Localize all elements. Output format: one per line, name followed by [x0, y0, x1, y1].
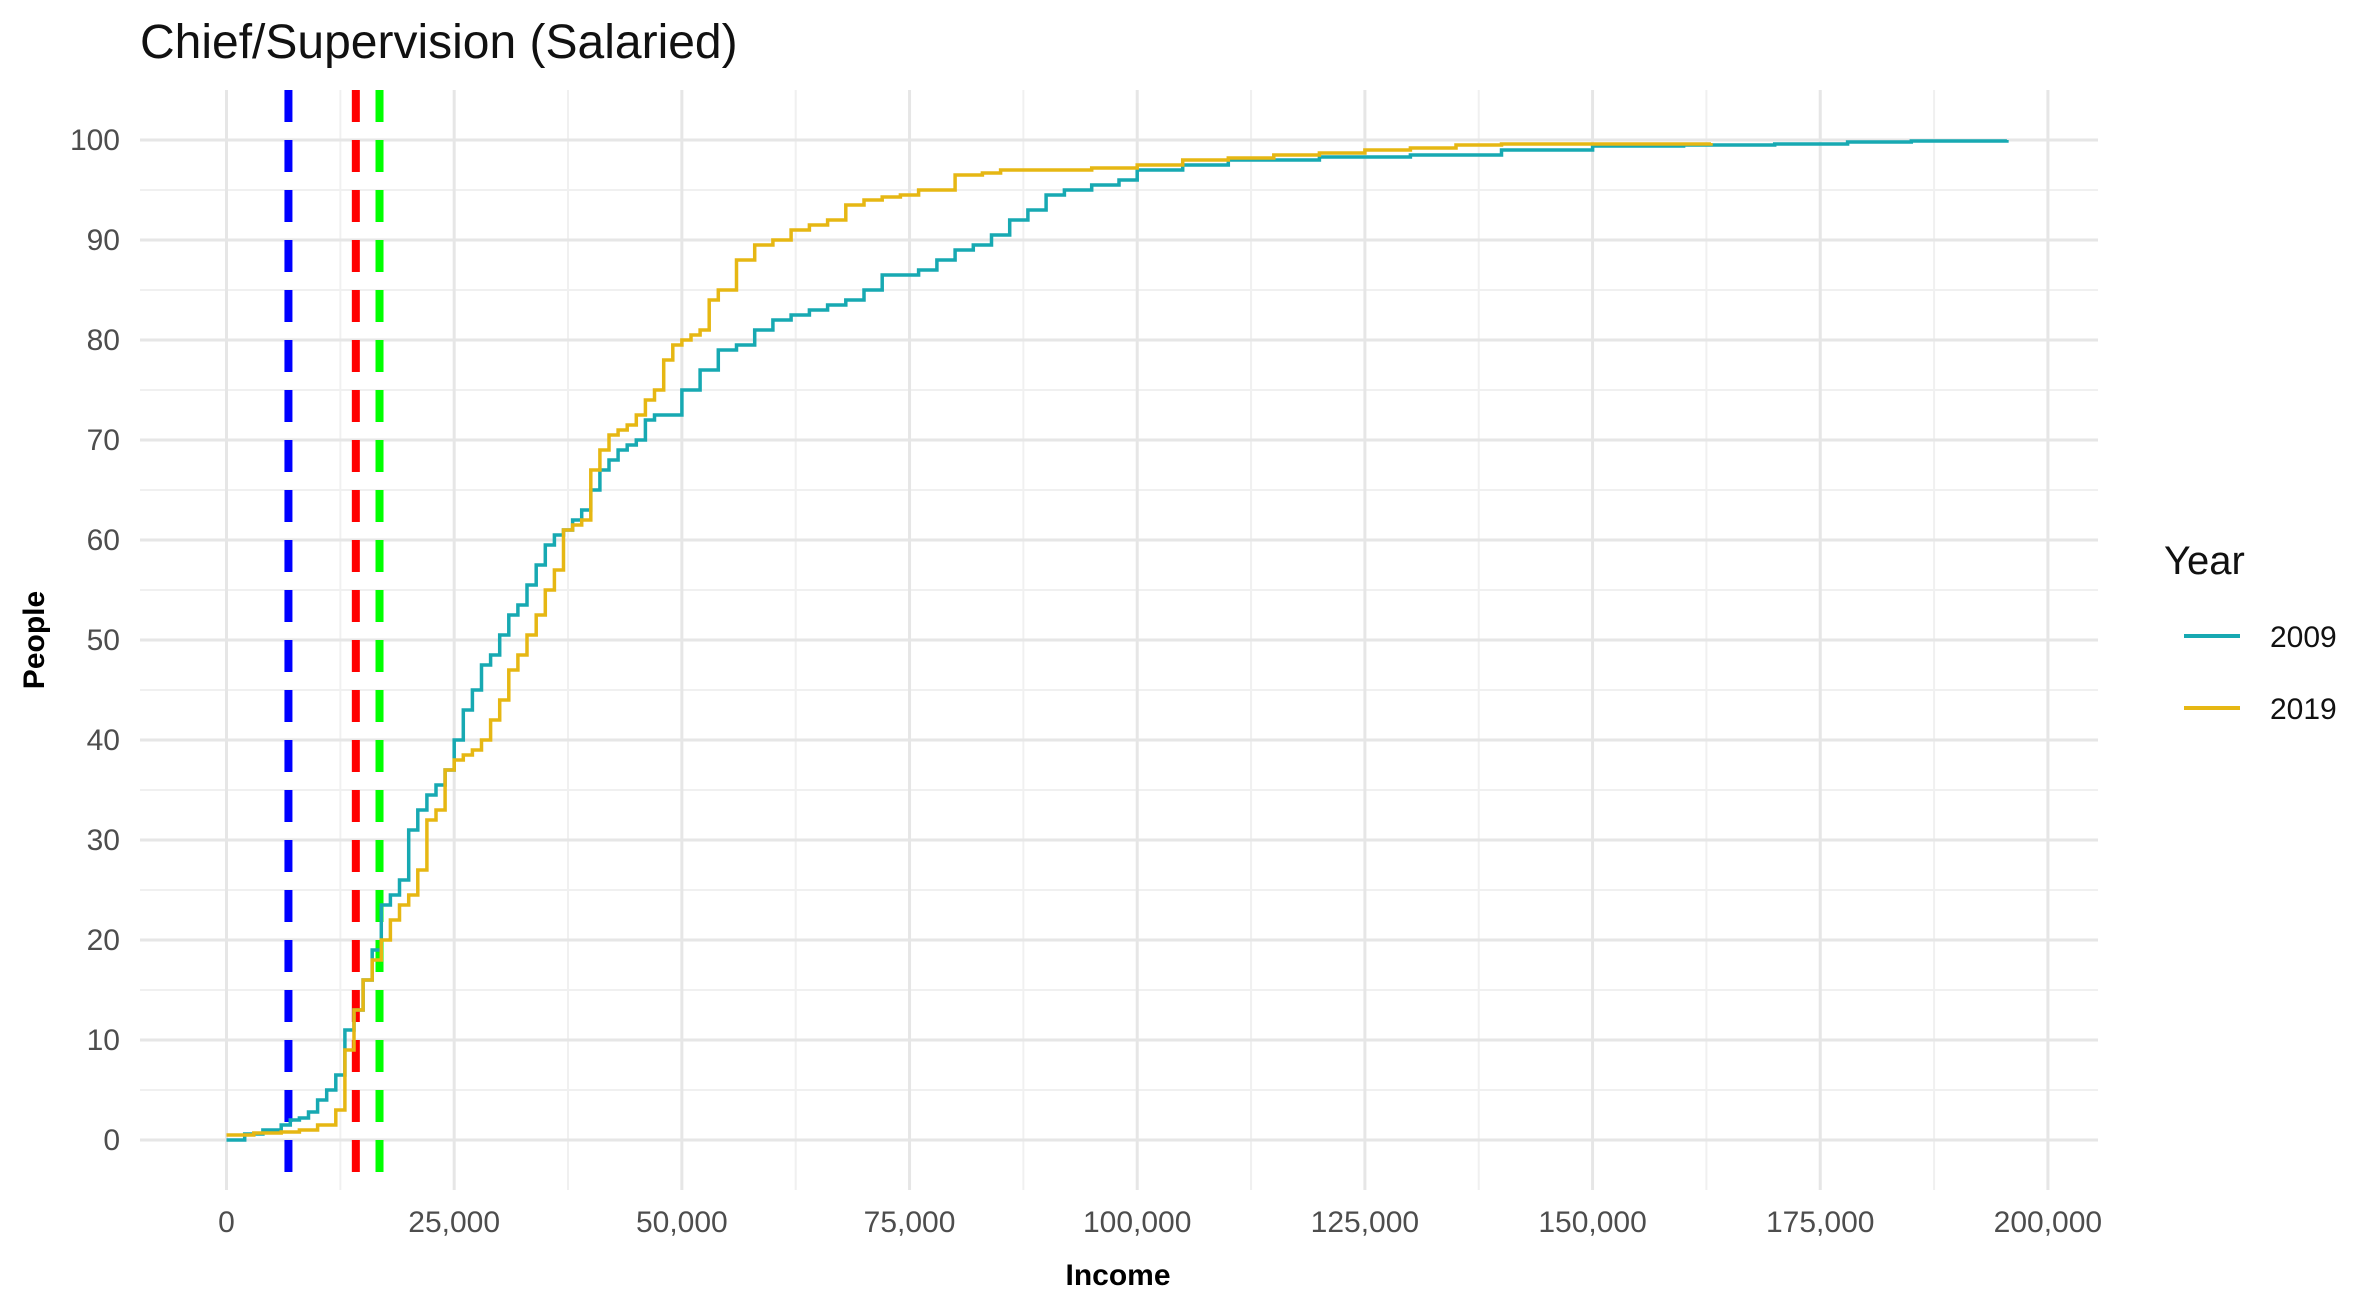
y-tick-label: 80 [87, 324, 120, 357]
x-axis-tick-labels: 0 25,000 50,000 75,000 100,000 125,000 150,000… [218, 1206, 2102, 1239]
x-tick-label: 100,000 [1083, 1206, 1191, 1239]
x-tick-label: 175,000 [1766, 1206, 1874, 1239]
x-tick-label: 150,000 [1538, 1206, 1646, 1239]
x-tick-label: 25,000 [408, 1206, 500, 1239]
chart-title: Chief/Supervision (Salaried) [140, 16, 738, 69]
y-tick-label: 90 [87, 224, 120, 257]
y-tick-label: 30 [87, 824, 120, 857]
x-tick-label: 75,000 [864, 1206, 956, 1239]
x-tick-label: 125,000 [1311, 1206, 1419, 1239]
y-tick-label: 100 [70, 124, 120, 157]
y-tick-label: 70 [87, 424, 120, 457]
x-axis-title: Income [1065, 1259, 1170, 1292]
y-tick-label: 50 [87, 624, 120, 657]
reference-lines [284, 90, 384, 1190]
x-tick-label: 200,000 [1994, 1206, 2102, 1239]
x-tick-label: 50,000 [636, 1206, 728, 1239]
y-tick-label: 0 [103, 1124, 120, 1157]
legend: Year 2009 2019 [2164, 539, 2337, 726]
y-tick-label: 20 [87, 924, 120, 957]
series-lines [226, 139, 2009, 1142]
y-tick-label: 40 [87, 724, 120, 757]
x-tick-label: 0 [218, 1206, 235, 1239]
major-gridlines [140, 90, 2098, 1190]
y-tick-label: 60 [87, 524, 120, 557]
legend-items: 2009 2019 [2184, 621, 2337, 726]
legend-label-2009: 2009 [2270, 621, 2337, 654]
y-axis-tick-labels: 0 10 20 30 40 50 60 70 80 90 100 [70, 124, 120, 1157]
y-tick-label: 10 [87, 1024, 120, 1057]
legend-label-2019: 2019 [2270, 693, 2337, 726]
minor-gridlines [140, 90, 2098, 1190]
series-line-2019 [226, 142, 1713, 1137]
y-axis-title: People [18, 591, 51, 689]
legend-title: Year [2164, 539, 2245, 583]
